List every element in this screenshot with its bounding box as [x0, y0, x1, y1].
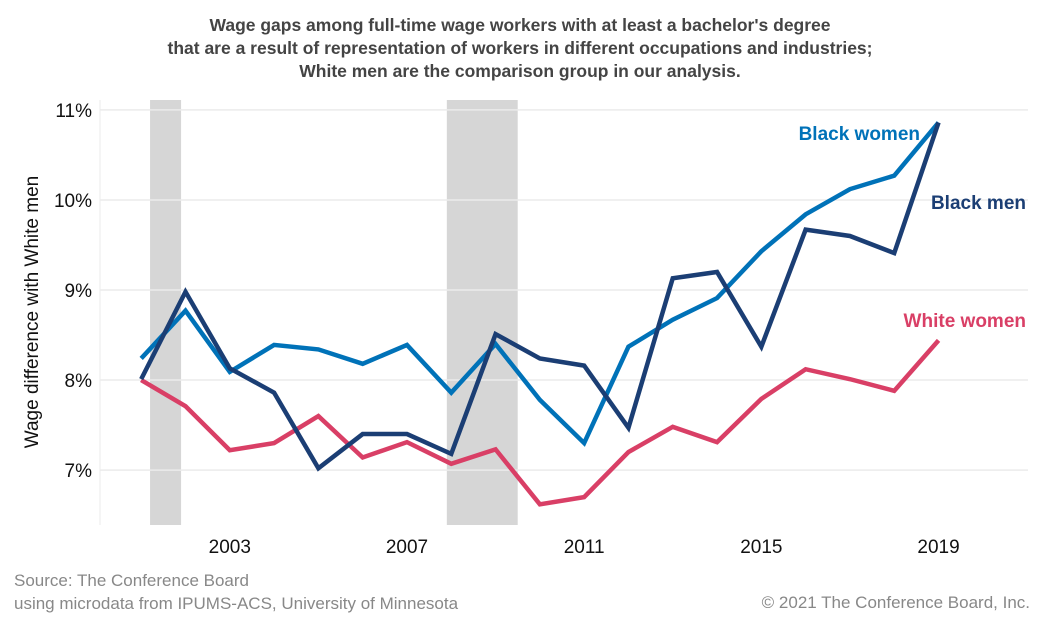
x-tick-label: 2003 [209, 537, 251, 558]
x-tick-label: 2015 [740, 537, 782, 558]
title-line: that are a result of representation of w… [167, 38, 873, 58]
y-tick-label: 7% [65, 461, 93, 482]
title-line: White men are the comparison group in ou… [299, 61, 741, 81]
chart-title: Wage gaps among full-time wage workers w… [0, 14, 1040, 83]
y-axis-label: Wage difference with White men [22, 176, 43, 448]
series-line-black-men [139, 121, 941, 472]
source-line: using microdata from IPUMS-ACS, Universi… [14, 594, 459, 613]
series-label: Black women [799, 124, 920, 145]
y-tick-label: 11% [55, 101, 92, 122]
copyright: © 2021 The Conference Board, Inc. [761, 593, 1030, 612]
source-note: Source: The Conference Board using micro… [14, 569, 458, 615]
source-line: Source: The Conference Board [14, 571, 249, 590]
y-tick-label: 10% [54, 191, 92, 212]
series-line-black-women [139, 121, 941, 447]
series-line-white-women [140, 338, 941, 507]
x-tick-label: 2019 [917, 537, 959, 558]
x-tick-label: 2007 [386, 537, 428, 558]
x-tick-label: 2011 [564, 537, 605, 558]
title-line: Wage gaps among full-time wage workers w… [209, 15, 831, 35]
series-label: White women [904, 311, 1026, 332]
y-tick-label: 9% [65, 281, 93, 302]
y-tick-label: 8% [65, 371, 93, 392]
series-label: Black men [931, 193, 1026, 214]
